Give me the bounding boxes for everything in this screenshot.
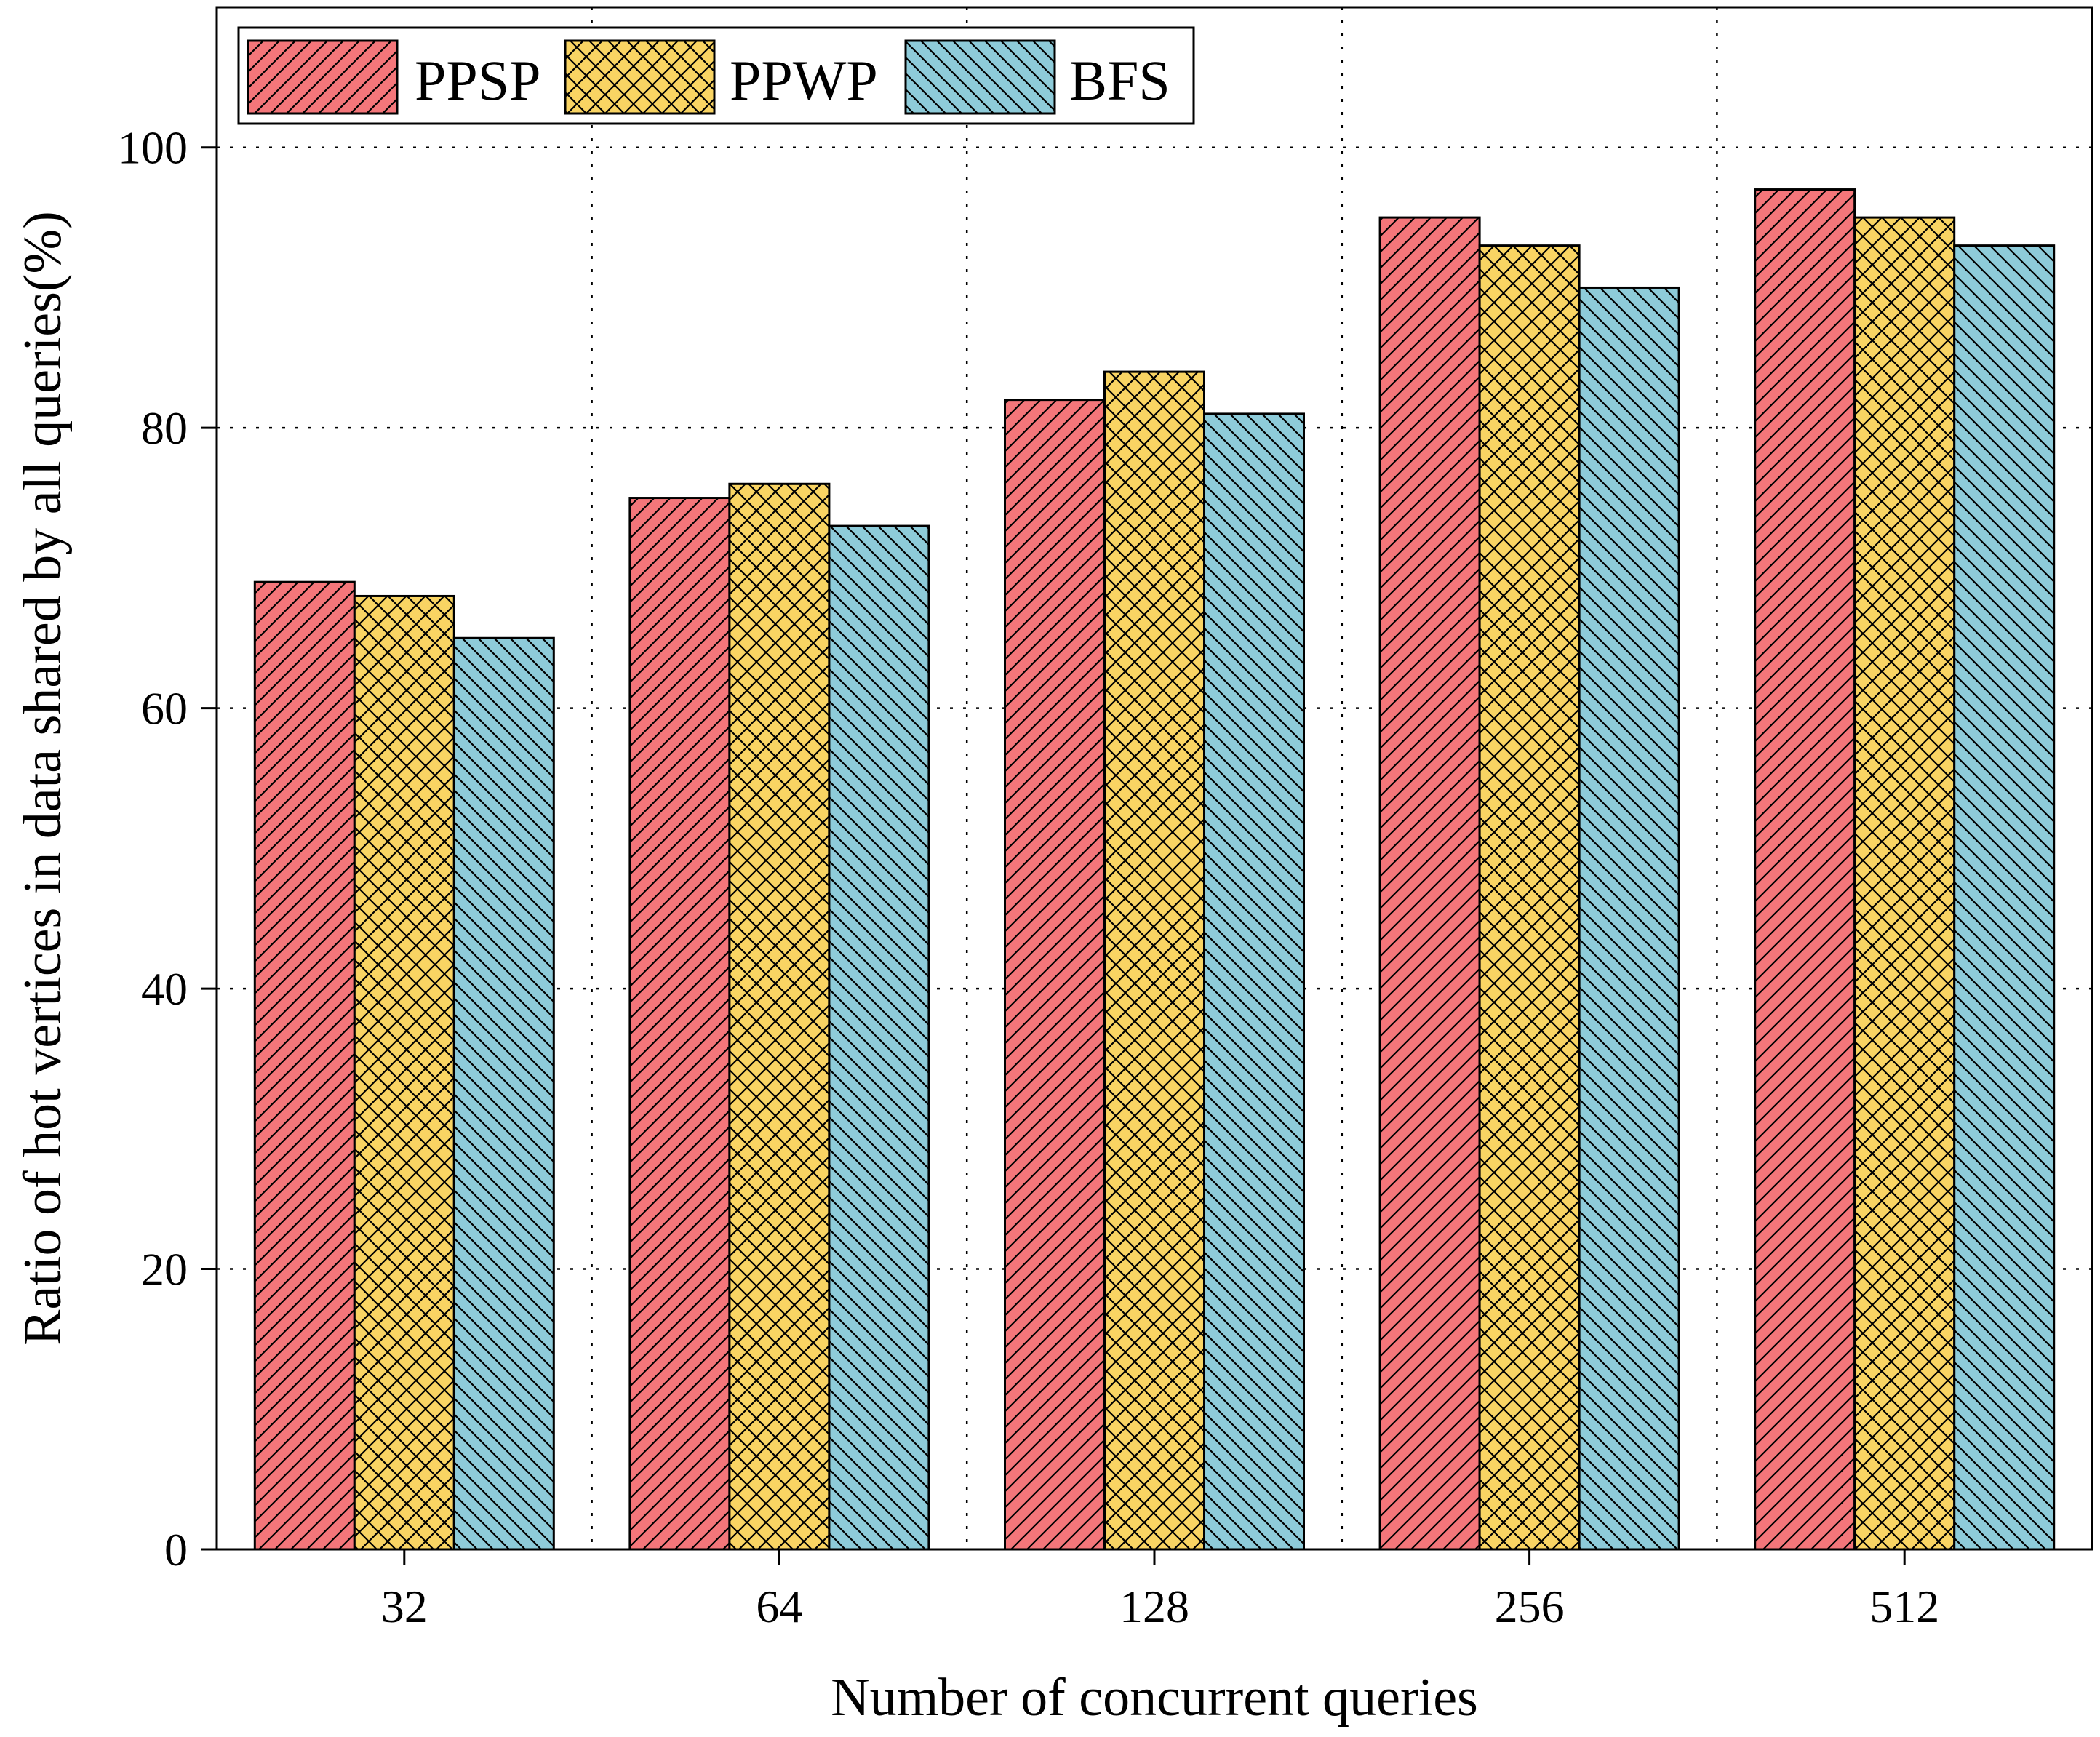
bar-ppsp-256 — [1378, 216, 1481, 1551]
bar-hatch — [628, 497, 731, 1551]
legend-item-ppwp: PPWP — [564, 39, 878, 115]
bar-hatch — [1378, 216, 1481, 1551]
bar-hatch — [1004, 399, 1106, 1551]
bar-bfs-128 — [1203, 412, 1305, 1551]
y-axis-label: Ratio of hot vertices in data shared by … — [13, 211, 73, 1346]
bar-hatch — [253, 580, 356, 1551]
y-tick-label: 0 — [164, 1524, 188, 1576]
bar-ppwp-512 — [1853, 216, 1956, 1551]
bar-hatch — [452, 636, 555, 1551]
bar-hatch — [1853, 216, 1956, 1551]
legend-label: BFS — [1069, 49, 1170, 112]
bar-ppwp-64 — [728, 482, 831, 1551]
bar-ppwp-32 — [353, 594, 455, 1551]
bar-hatch — [1103, 370, 1205, 1551]
bar-hatch — [828, 524, 930, 1551]
x-axis-label: Number of concurrent queries — [831, 1668, 1478, 1728]
y-tick-label: 80 — [141, 402, 188, 454]
x-tick-label: 64 — [756, 1581, 802, 1632]
legend-swatch-hatch — [564, 39, 716, 115]
legend: PPSP PPWP BFS — [237, 26, 1195, 125]
legend-swatch-hatch — [247, 39, 399, 115]
bars — [253, 188, 2056, 1551]
legend-item-ppsp: PPSP — [247, 39, 541, 115]
bar-ppsp-32 — [253, 580, 356, 1551]
y-tick-label: 100 — [118, 122, 188, 174]
x-tick-label: 512 — [1869, 1581, 1939, 1632]
bar-hatch — [1478, 244, 1581, 1551]
x-tick-label: 128 — [1119, 1581, 1189, 1632]
bar-hatch — [728, 482, 831, 1551]
bar-hatch — [1203, 412, 1305, 1551]
bar-hatch — [353, 594, 455, 1551]
y-ticks: 0 20 40 60 80 100 — [118, 122, 217, 1576]
bar-bfs-32 — [452, 636, 555, 1551]
bar-ppsp-128 — [1004, 399, 1106, 1551]
y-tick-label: 60 — [141, 683, 188, 735]
y-tick-label: 20 — [141, 1244, 188, 1295]
bar-ppwp-256 — [1478, 244, 1581, 1551]
x-tick-label: 256 — [1495, 1581, 1565, 1632]
bar-ppsp-512 — [1754, 188, 1856, 1551]
y-tick-label: 40 — [141, 963, 188, 1015]
bar-bfs-256 — [1578, 286, 1680, 1551]
x-tick-label: 32 — [381, 1581, 428, 1632]
bar-hatch — [1754, 188, 1856, 1551]
bar-hatch — [1953, 244, 2056, 1551]
x-ticks: 32 64 128 256 512 — [381, 1549, 1939, 1632]
legend-label: PPWP — [730, 49, 878, 112]
legend-swatch-hatch — [904, 39, 1056, 115]
grid-lines — [217, 7, 2092, 1549]
bar-bfs-64 — [828, 524, 930, 1551]
bar-hatch — [1578, 286, 1680, 1551]
bar-ppsp-64 — [628, 497, 731, 1551]
bar-bfs-512 — [1953, 244, 2056, 1551]
legend-label: PPSP — [415, 49, 541, 112]
bar-ppwp-128 — [1103, 370, 1205, 1551]
legend-item-bfs: BFS — [904, 39, 1170, 115]
